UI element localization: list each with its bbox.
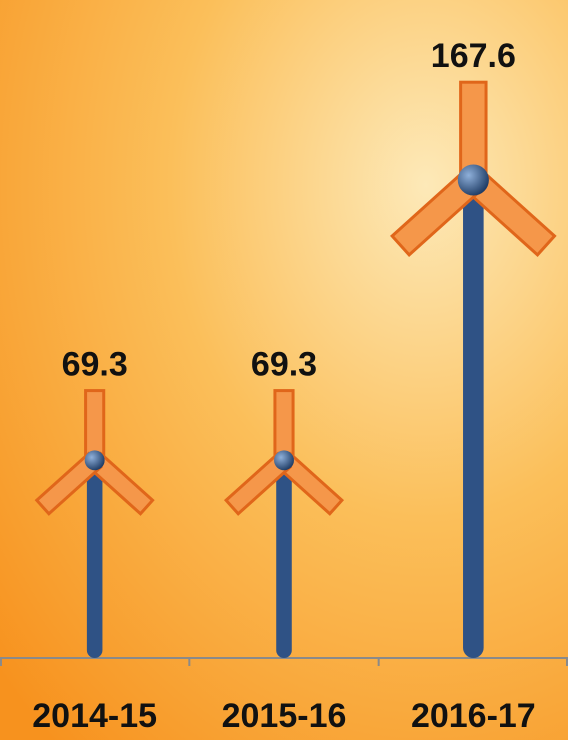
hub: [458, 164, 489, 195]
hub: [85, 450, 105, 470]
blade: [86, 391, 104, 461]
x-tick-label: 2016-17: [411, 697, 536, 735]
chart: 69.3 2014-15 69.3 2015-16 167.6 2016-17: [0, 0, 568, 740]
value-label: 69.3: [62, 346, 128, 384]
value-label: 69.3: [251, 346, 317, 384]
pole: [87, 460, 103, 658]
x-tick-label: 2015-16: [222, 697, 347, 735]
pole: [276, 460, 292, 658]
pole: [463, 180, 484, 658]
value-label: 167.6: [431, 37, 516, 75]
page: 69.32014-1569.32015-16167.62016-17 (() =…: [0, 0, 568, 740]
blade: [275, 391, 293, 461]
hub: [274, 450, 294, 470]
x-tick-label: 2014-15: [32, 697, 157, 735]
